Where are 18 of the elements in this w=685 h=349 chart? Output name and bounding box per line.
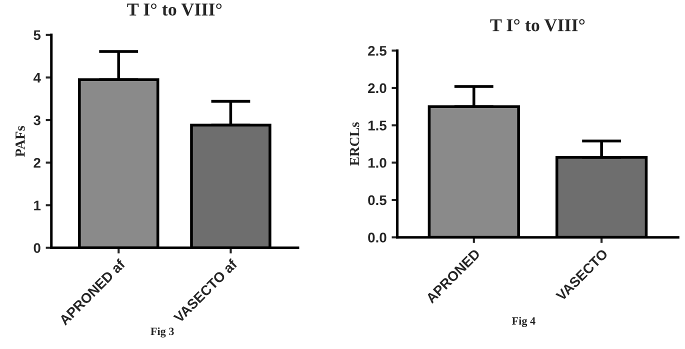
caption: Fig 3 — [150, 327, 174, 338]
caption: Fig 4 — [512, 316, 536, 328]
y-axis-title: PAFs — [16, 126, 25, 157]
y-tick-label: 0.5 — [368, 195, 386, 206]
y-tick-label: 1.5 — [368, 120, 386, 130]
y-tick-label: 3 — [34, 115, 40, 126]
y-tick-label: 2.5 — [368, 46, 386, 56]
chart-title: T I° to VIII° — [127, 3, 222, 16]
y-tick-label: 2 — [34, 158, 40, 168]
chart-title: T I° to VIII° — [490, 19, 585, 32]
y-axis-title: ERCLs — [350, 122, 360, 166]
y-tick-label: 4 — [33, 72, 41, 83]
y-tick-label: 5 — [34, 30, 41, 40]
y-tick-label: 2.0 — [368, 83, 386, 94]
y-tick-label: 1.0 — [368, 158, 386, 168]
y-tick-label: 0.0 — [368, 232, 386, 242]
y-tick-label: 1 — [34, 200, 41, 210]
y-tick-label: 0 — [34, 243, 40, 253]
